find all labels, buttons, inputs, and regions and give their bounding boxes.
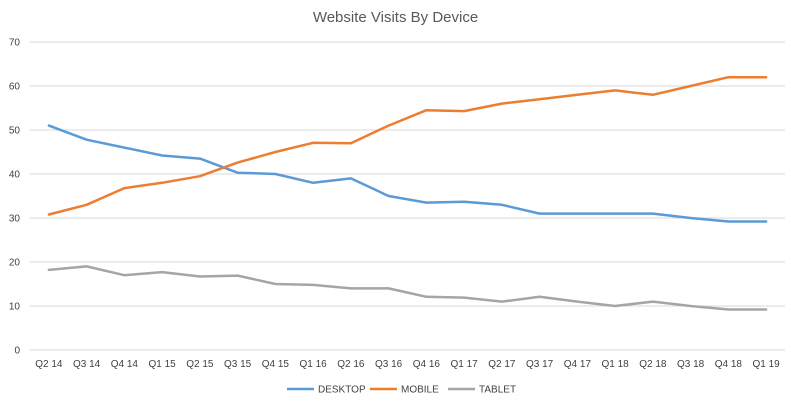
- x-tick-label: Q3 15: [224, 359, 252, 370]
- y-tick-label: 20: [9, 258, 21, 269]
- y-tick-label: 40: [9, 170, 21, 181]
- x-tick-label: Q2 14: [35, 359, 63, 370]
- x-tick-label: Q4 17: [564, 359, 592, 370]
- x-tick-label: Q4 16: [413, 359, 441, 370]
- legend-item-tablet: TABLET: [448, 385, 516, 396]
- series-lines: [47, 75, 768, 311]
- y-tick-label: 30: [9, 214, 21, 225]
- chart-title: Website Visits By Device: [313, 9, 478, 26]
- x-tick-label: Q1 15: [149, 359, 177, 370]
- y-tick-label: 60: [9, 82, 21, 93]
- x-tick-label: Q1 18: [602, 359, 630, 370]
- legend-item-desktop: DESKTOP: [287, 385, 366, 396]
- x-tick-label: Q3 14: [73, 359, 101, 370]
- x-tick-label: Q1 19: [753, 359, 781, 370]
- x-tick-label: Q2 18: [639, 359, 667, 370]
- legend-item-mobile: MOBILE: [370, 385, 439, 396]
- legend: DESKTOP MOBILE TABLET: [287, 385, 516, 396]
- x-axis-tick-labels: Q2 14 Q3 14 Q4 14 Q1 15 Q2 15 Q3 15 Q4 15 Q1 16…: [35, 359, 780, 370]
- legend-label: MOBILE: [401, 385, 439, 396]
- gridlines: [30, 41, 785, 351]
- series-line-desktop: [47, 124, 768, 223]
- x-tick-label: Q3 17: [526, 359, 554, 370]
- x-tick-label: Q3 18: [677, 359, 705, 370]
- y-axis-tick-labels: 0 10 20 30 40 50 60 70: [9, 38, 21, 357]
- x-tick-label: Q2 16: [337, 359, 365, 370]
- x-tick-label: Q2 15: [186, 359, 214, 370]
- series-line-tablet: [47, 265, 768, 311]
- legend-label: TABLET: [479, 385, 516, 396]
- x-tick-label: Q2 17: [488, 359, 516, 370]
- x-tick-label: Q4 15: [262, 359, 290, 370]
- x-tick-label: Q1 16: [300, 359, 328, 370]
- x-tick-label: Q1 17: [451, 359, 479, 370]
- y-tick-label: 50: [9, 126, 21, 137]
- series-line-mobile: [47, 75, 768, 216]
- legend-label: DESKTOP: [318, 385, 366, 396]
- y-tick-label: 70: [9, 38, 21, 49]
- x-tick-label: Q3 16: [375, 359, 403, 370]
- x-tick-label: Q4 18: [715, 359, 743, 370]
- y-tick-label: 0: [14, 346, 20, 357]
- x-tick-label: Q4 14: [111, 359, 139, 370]
- y-tick-label: 10: [9, 302, 21, 313]
